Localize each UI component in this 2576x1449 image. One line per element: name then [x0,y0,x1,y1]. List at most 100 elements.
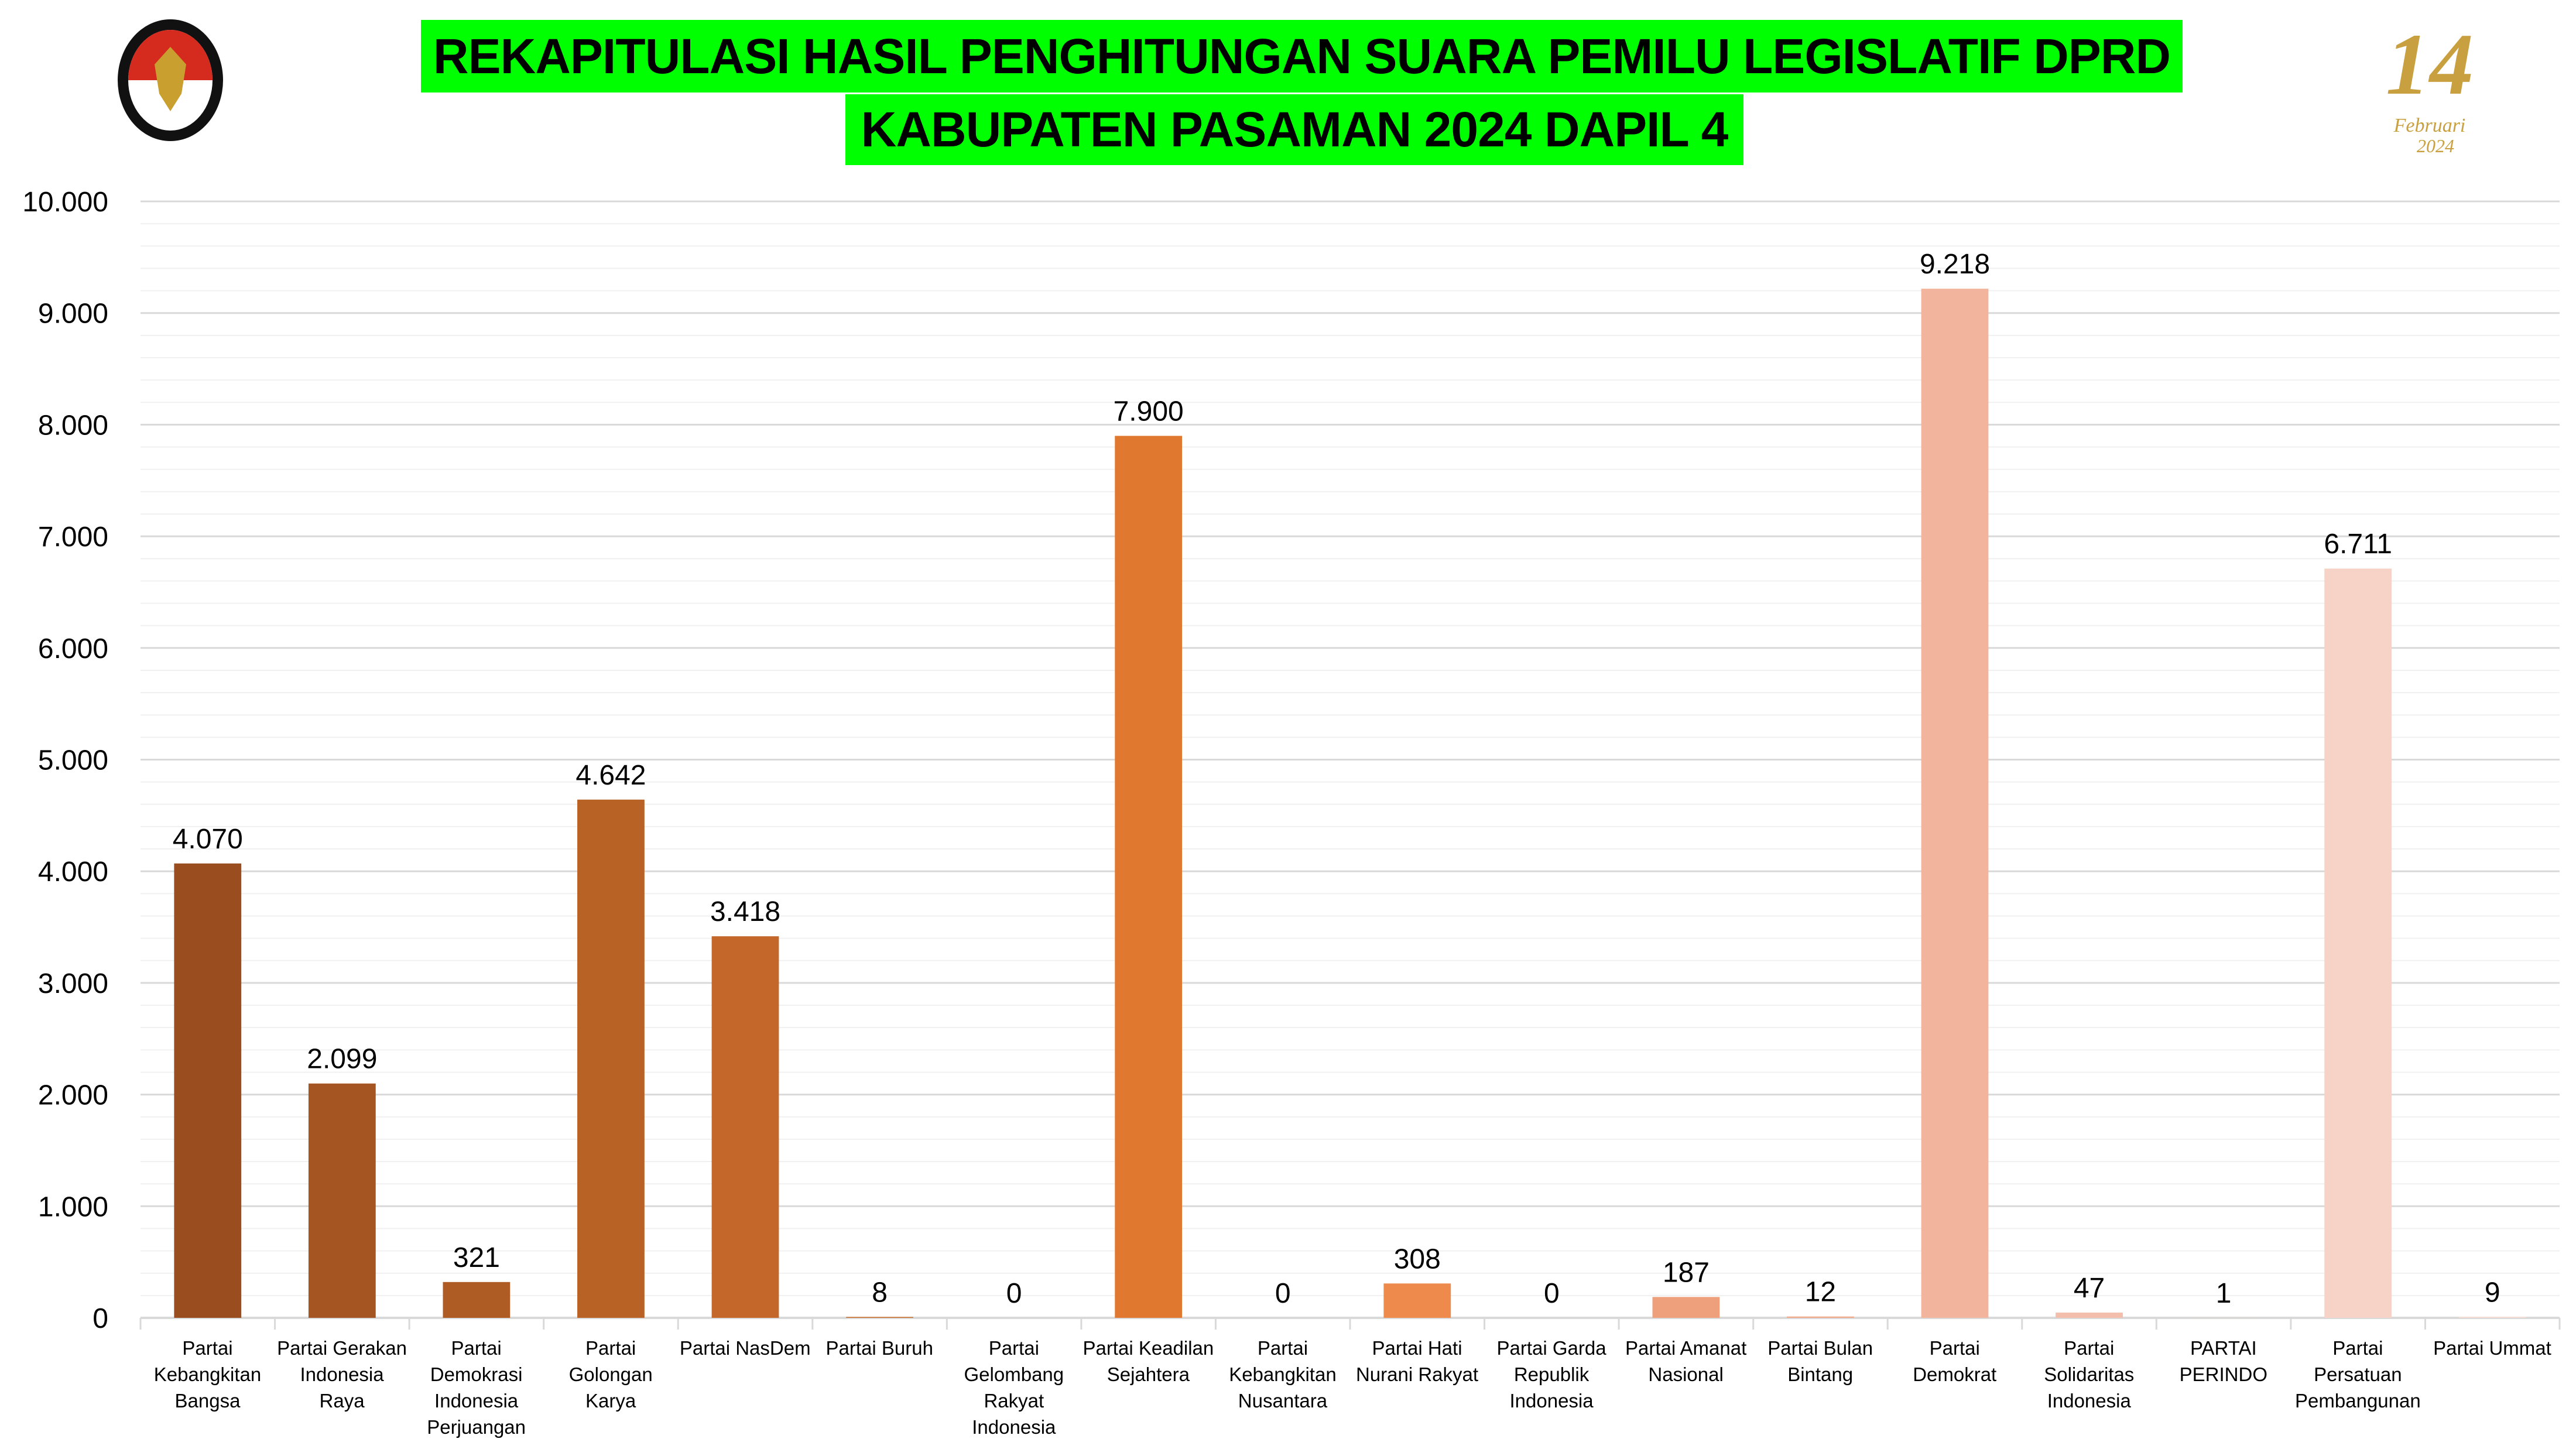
category-label: Partai Garda Republik Indonesia [1485,1335,1619,1414]
bar [711,936,779,1318]
category-label-line: Golongan [568,1364,653,1385]
bar [2458,1317,2526,1318]
data-label: 9 [2485,1277,2500,1308]
category-label-line: Karya [585,1390,636,1412]
category-label-line: Partai [1257,1337,1308,1359]
data-label: 321 [453,1242,500,1273]
category-label-line: PERINDO [2179,1364,2267,1385]
category-label-line: Partai [451,1337,502,1359]
category-label-line: Partai [2064,1337,2115,1359]
category-label-line: Partai Ummat [2433,1337,2551,1359]
svg-text:2024: 2024 [2417,135,2454,156]
category-label: Partai Kebangkitan Bangsa [141,1335,275,1414]
category-label: Partai Solidaritas Indonesia [2022,1335,2156,1414]
bar [443,1282,511,1318]
category-label-line: Partai [585,1337,636,1359]
data-label: 7.900 [1114,396,1184,427]
chart-title-line2: KABUPATEN PASAMAN 2024 DAPIL 4 [845,94,1743,165]
category-label-line: Indonesia [972,1416,1056,1438]
data-label: 8 [872,1277,888,1308]
data-label: 12 [1805,1277,1836,1308]
data-label: 6.711 [2324,529,2392,560]
bar [2056,1313,2123,1318]
data-label: 47 [2074,1273,2105,1304]
data-label: 0 [1275,1278,1291,1309]
category-label: PARTAI PERINDO [2156,1335,2290,1388]
category-label-line: Nurani Rakyat [1355,1364,1479,1385]
svg-text:14: 14 [2386,18,2474,113]
y-tick-label: 6.000 [38,633,108,664]
bar [1921,289,1989,1318]
y-tick-label: 7.000 [38,522,108,553]
category-label-line: Demokrasi [430,1364,523,1385]
category-label-line: Indonesia [2047,1390,2131,1412]
y-tick-label: 4.000 [38,857,108,888]
category-label: Partai Kebangkitan Nusantara [1215,1335,1349,1414]
14-februari-2024-logo-icon: 14 Februari 2024 [2386,18,2474,156]
y-tick-label: 0 [93,1303,108,1334]
category-label-line: Kebangkitan [1229,1364,1337,1385]
data-label: 9.218 [1920,249,1990,280]
bar [846,1317,913,1318]
bar [174,863,242,1318]
category-label: Partai Demokrat [1888,1335,2022,1388]
category-label-line: Partai Hati [1372,1337,1462,1359]
data-label: 0 [1544,1278,1560,1309]
category-label-line: Partai Garda [1496,1337,1606,1359]
category-label: Partai Buruh [813,1335,947,1361]
category-label: Partai Ummat [2425,1335,2559,1361]
category-label: Partai NasDem [678,1335,812,1361]
y-tick-label: 8.000 [38,410,108,441]
category-label-line: Partai [988,1337,1039,1359]
category-label-line: PARTAI [2190,1337,2257,1359]
category-label-line: Sejahtera [1107,1364,1190,1385]
bar [1787,1316,1854,1318]
category-label: Partai Gerakan Indonesia Raya [275,1335,409,1414]
y-tick-label: 5.000 [38,745,108,776]
bar [577,799,645,1318]
category-label-line: Demokrat [1913,1364,1997,1385]
category-label: Partai Golongan Karya [544,1335,678,1414]
category-label: Partai Keadilan Sejahtera [1081,1335,1215,1388]
category-label-line: Partai Gerakan [277,1337,407,1359]
category-label-line: Bangsa [174,1390,241,1412]
category-label-line: Partai [182,1337,233,1359]
y-tick-label: 10.000 [22,187,108,218]
category-label-line: Partai [1929,1337,1980,1359]
data-label: 1 [2216,1278,2232,1309]
category-label-line: Nasional [1648,1364,1724,1385]
bar [308,1083,376,1318]
category-label-line: Indonesia Raya [300,1364,384,1412]
category-label: Partai Demokrasi Indonesia Perjuangan [409,1335,543,1440]
category-label: Partai Bulan Bintang [1753,1335,1888,1388]
category-label: Partai Amanat Nasional [1619,1335,1753,1388]
category-label-line: Partai Buruh [825,1337,933,1359]
category-label-line: Partai [2332,1337,2383,1359]
category-label-line: Rakyat [984,1390,1044,1412]
bar [2324,568,2392,1318]
category-label: Partai Gelombang Rakyat Indonesia [947,1335,1081,1440]
category-label-line: Pembangunan [2295,1390,2421,1412]
category-label-line: Partai Bulan [1767,1337,1873,1359]
kpu-logo-icon [118,19,223,141]
category-label-line: Republik [1513,1364,1590,1385]
data-label: 4.642 [576,760,646,791]
bar [1652,1297,1720,1318]
y-tick-label: 9.000 [38,299,108,330]
bar [1383,1283,1451,1318]
svg-text:Februari: Februari [2393,115,2466,136]
data-label: 2.099 [307,1044,377,1075]
category-label-line: Partai Keadilan [1083,1337,1214,1359]
data-label: 187 [1663,1257,1710,1288]
category-label-line: Perjuangan [427,1416,526,1438]
y-tick-label: 2.000 [38,1080,108,1111]
category-label-line: Indonesia [1509,1390,1594,1412]
category-label-line: Bintang [1787,1364,1854,1385]
data-label: 4.070 [173,824,243,855]
category-label-line: Solidaritas [2044,1364,2135,1385]
category-label-line: Gelombang [964,1364,1064,1385]
data-label: 3.418 [710,896,780,927]
category-label-line: Partai Amanat [1625,1337,1747,1359]
y-tick-label: 3.000 [38,968,108,999]
